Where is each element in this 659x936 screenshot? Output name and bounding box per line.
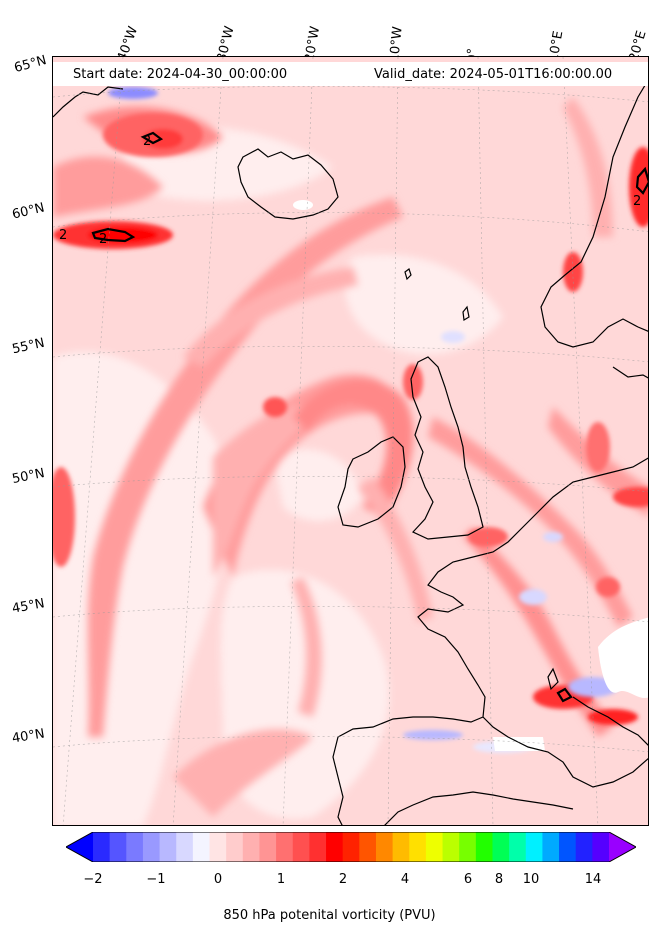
colorbar-segment (542, 832, 560, 862)
colorbar-segment (259, 832, 277, 862)
colorbar-segment (159, 832, 177, 862)
colorbar-svg (64, 831, 638, 863)
baltic-coast (612, 366, 648, 379)
start-date-label: Start date: 2024-04-30_00:00:00 (73, 67, 288, 82)
colorbar-segment (492, 832, 510, 862)
graticule (53, 57, 648, 825)
contour-2pvu-west (91, 227, 136, 243)
contour-label: 2 (59, 228, 67, 243)
colorbar-tick-label: 0 (213, 872, 223, 887)
ireland-coast (337, 436, 406, 528)
colorbar-segment (342, 832, 360, 862)
africa-coast (384, 791, 574, 825)
colorbar-segment (176, 832, 194, 862)
contour-2pvu-scandinavia (635, 166, 648, 195)
colorbar-segment (475, 832, 493, 862)
colorbar-segment (442, 832, 460, 862)
colorbar-segment (326, 832, 344, 862)
europe-coast (332, 457, 648, 825)
valid-date-label: Valid_date: 2024-05-01T16:00:00.00 (374, 67, 613, 82)
colorbar-segment (292, 832, 310, 862)
lat-label-40n: 40°N (11, 726, 46, 747)
iceland-coast (237, 148, 339, 220)
colorbar-tick-label: 2 (338, 872, 348, 887)
colorbar-tick-label: 8 (494, 872, 504, 887)
colorbar-segment (592, 832, 610, 862)
colorbar-segment (209, 832, 227, 862)
colorbar-segment (126, 832, 144, 862)
colorbar-tick-label: −1 (146, 872, 166, 887)
colorbar-extend-low (66, 832, 93, 862)
contour-label: 2 (143, 134, 151, 149)
colorbar-segment (276, 832, 294, 862)
map-panel: 2 2 2 2 (52, 56, 649, 826)
potential-vorticity-field: 2 2 2 2 (53, 57, 648, 825)
lat-label-65n: 65°N (12, 53, 49, 76)
colorbar-segment (392, 832, 410, 862)
contour-labels: 2 2 2 2 (59, 134, 641, 247)
colorbar-segment (525, 832, 543, 862)
coastlines (53, 79, 648, 825)
colorbar-segment (375, 832, 394, 862)
contour-label: 2 (99, 232, 107, 247)
colorbar-tick-label: 1 (276, 872, 286, 887)
colorbar-tick-label: 10 (522, 872, 540, 887)
colorbar (64, 831, 638, 863)
contour-label: 2 (633, 194, 641, 209)
colorbar-segment (109, 832, 127, 862)
lat-label-50n: 50°N (10, 466, 46, 487)
mediterranean-coast (482, 716, 648, 788)
scandinavia-coast (540, 79, 648, 348)
colorbar-tick-label: 4 (400, 872, 410, 887)
colorbar-segment (425, 832, 444, 862)
colorbar-segment (575, 832, 593, 862)
colorbar-title: 850 hPa potenital vorticity (PVU) (223, 908, 436, 923)
pv-contours (91, 131, 648, 703)
colorbar-segment (242, 832, 260, 862)
colorbar-extend-high (609, 832, 636, 862)
colorbar-segment (509, 832, 527, 862)
missing-data-areas (293, 200, 648, 751)
pv-strong-cores (53, 113, 648, 725)
colorbar-segment (409, 832, 427, 862)
colorbar-segment (142, 832, 161, 862)
greenland-coast (53, 86, 124, 118)
colorbar-segment (559, 832, 577, 862)
colorbar-segment (226, 832, 244, 862)
shetland-islands (462, 305, 470, 321)
faroe-islands (404, 268, 412, 281)
contour-2pvu-mediterranean (556, 687, 573, 703)
colorbar-segment (459, 832, 477, 862)
italy-coast (572, 696, 648, 746)
colorbar-tick-label: −2 (83, 872, 103, 887)
lat-label-60n: 60°N (10, 200, 47, 223)
colorbar-segment (192, 832, 211, 862)
lat-label-45n: 45°N (10, 596, 46, 617)
colorbar-tick-label: 6 (463, 872, 473, 887)
colorbar-segment (93, 832, 111, 862)
colorbar-tick-label: 14 (584, 872, 602, 887)
contour-2pvu-greenland (140, 131, 164, 145)
lat-label-55n: 55°N (10, 335, 46, 358)
colorbar-segment (359, 832, 377, 862)
map-header-strip (53, 62, 648, 86)
corsica (547, 667, 559, 691)
great-britain-coast (410, 356, 484, 540)
colorbar-segment (309, 832, 327, 862)
